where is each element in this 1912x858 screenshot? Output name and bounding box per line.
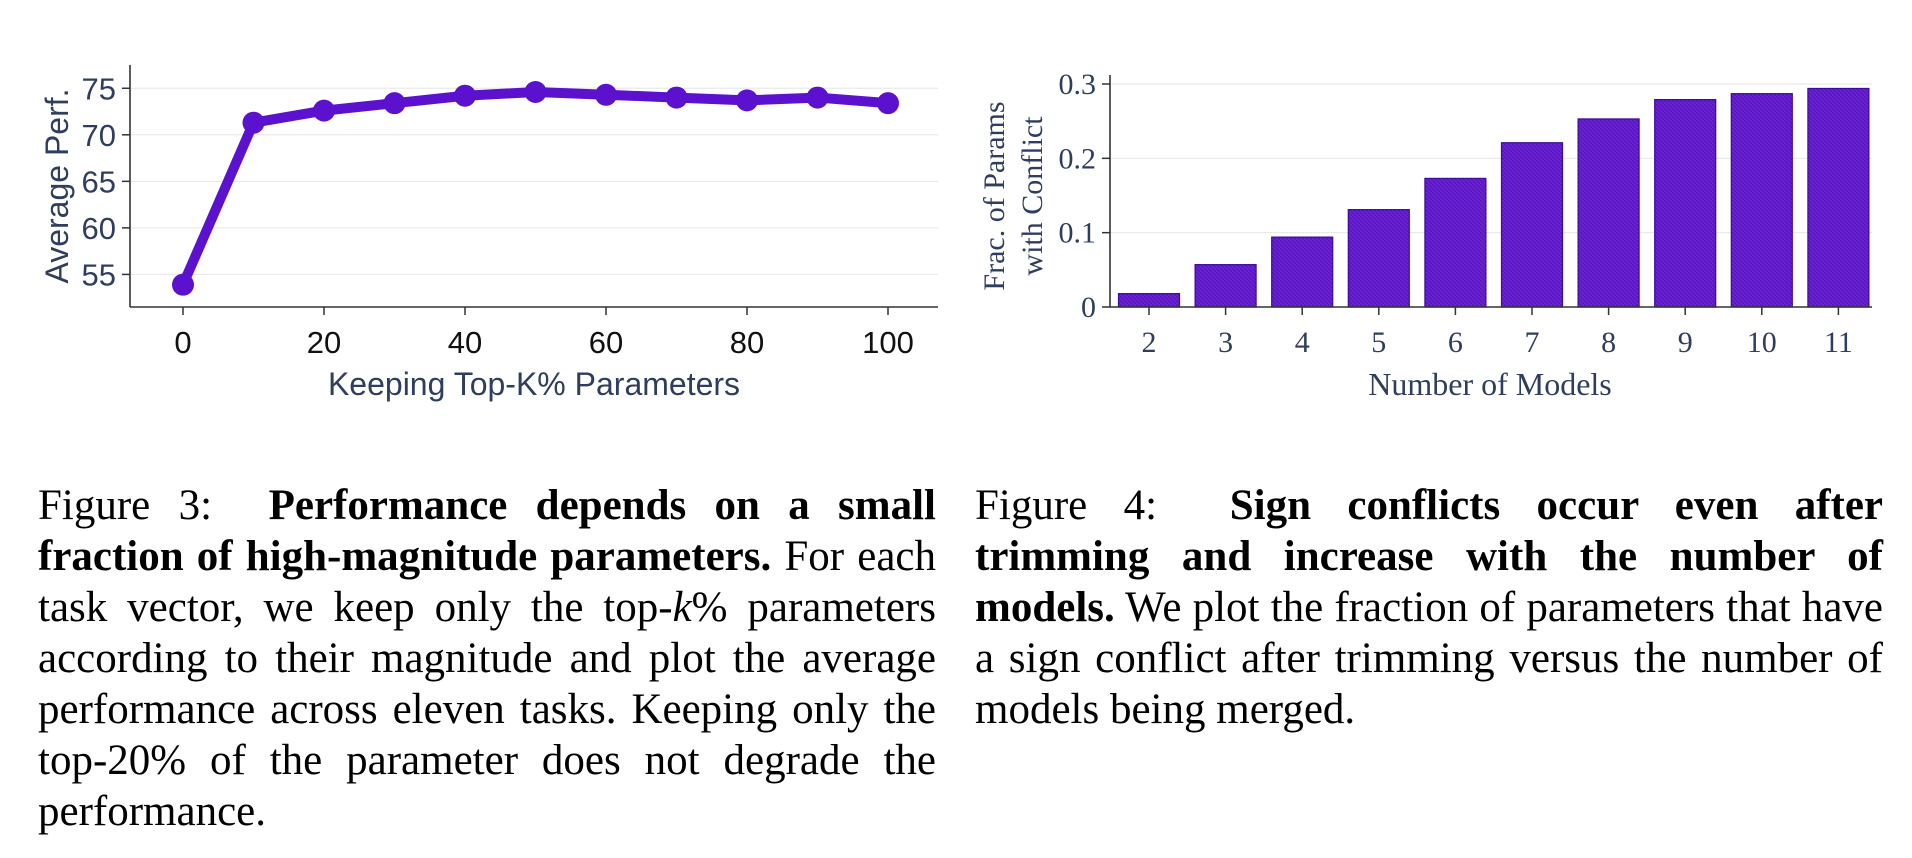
bar-chart-y-tick-label: 0.1 <box>1059 217 1097 250</box>
line-chart-y-label: Average Perf. <box>39 88 75 283</box>
bar-chart-x-tick-label: 2 <box>1142 326 1157 359</box>
figure-3-text-part1: For each task vector, we keep only the t… <box>38 533 936 631</box>
figure-4-caption: Figure 4: Sign conflicts occur even afte… <box>975 480 1883 735</box>
performance-data-point <box>665 86 688 109</box>
line-chart-x-label: Keeping Top-K% Parameters <box>328 366 740 402</box>
performance-data-point <box>313 99 335 122</box>
conflict-bar <box>1194 264 1257 308</box>
figure-3-k-symbol: k <box>672 584 692 631</box>
bar-chart-x-tick-label: 8 <box>1601 326 1616 359</box>
line-chart-y-tick-label: 75 <box>82 71 116 106</box>
figure-4-bold-summary: Sign conflicts occur even after trimming… <box>975 482 1884 631</box>
bar-chart-y-tick-label: 0.3 <box>1059 68 1097 101</box>
performance-data-point <box>242 111 265 134</box>
bar-chart-x-tick-label: 9 <box>1678 326 1693 359</box>
bar-chart-x-tick-label: 6 <box>1448 326 1463 359</box>
line-chart-x-tick-label: 100 <box>862 325 914 360</box>
bar-chart-x-tick-label: 11 <box>1824 326 1853 359</box>
performance-data-point <box>736 89 758 112</box>
bar-chart-x-tick-label: 5 <box>1371 326 1386 359</box>
performance-series-points <box>172 80 899 296</box>
figure-4-label: Figure 4: <box>975 482 1158 529</box>
line-chart-x-tick-label: 20 <box>307 325 341 360</box>
bar-chart-x-ticks: 2 3 4 5 6 7 8 9 10 11 <box>1142 307 1853 359</box>
bar-chart-x-tick-label: 10 <box>1747 326 1777 359</box>
bar-chart-y-label-line2: with Conflict <box>1016 116 1049 276</box>
figure-3-bold-summary: Performance depends on a small fraction … <box>38 482 937 580</box>
performance-data-point <box>383 92 406 115</box>
line-chart-x-tick-label: 40 <box>448 325 482 360</box>
performance-data-point <box>595 83 617 106</box>
performance-data-point <box>454 84 476 107</box>
performance-data-point <box>806 86 829 109</box>
conflict-bar <box>1424 177 1487 308</box>
bar-chart-x-tick-label: 4 <box>1295 326 1310 359</box>
figure-3-text-part2: % parameters according to their magnitud… <box>38 584 936 835</box>
bar-chart-y-tick-label: 0.2 <box>1059 142 1097 175</box>
figure-3-label: Figure 3: <box>38 482 213 529</box>
bar-chart-x-tick-label: 3 <box>1218 326 1233 359</box>
conflict-bar <box>1500 142 1564 308</box>
bar-chart-y-tick-label: 0 <box>1081 291 1096 324</box>
figure-3-caption: Figure 3: Performance depends on a small… <box>38 480 936 837</box>
line-chart-y-ticks: 55 60 65 70 75 <box>82 71 130 292</box>
performance-series-line <box>178 86 893 290</box>
conflict-bar <box>1117 293 1181 308</box>
line-chart-y-tick-label: 60 <box>82 211 116 246</box>
line-chart-x-tick-label: 80 <box>730 325 764 360</box>
performance-data-point <box>524 80 547 103</box>
line-chart-y-tick-label: 55 <box>82 257 116 292</box>
performance-data-point <box>172 273 194 296</box>
performance-line-chart: 55 60 65 70 75 0 20 40 60 80 100 Keeping Top-K% P… <box>39 65 938 402</box>
conflict-bar <box>1271 236 1334 308</box>
performance-data-point <box>877 92 899 115</box>
line-chart-x-tick-label: 60 <box>589 325 623 360</box>
bar-chart-x-label: Number of Models <box>1368 366 1612 402</box>
conflict-bar <box>1730 93 1793 308</box>
line-chart-x-tick-label: 0 <box>174 325 191 360</box>
conflict-bar <box>1654 99 1717 308</box>
line-chart-y-tick-label: 65 <box>82 164 116 199</box>
bar-chart-y-label-line1: Frac. of Params <box>978 101 1011 290</box>
line-chart-x-ticks: 0 20 40 60 80 100 <box>174 307 914 360</box>
bar-chart-y-ticks: 0 0.1 0.2 0.3 <box>1059 68 1110 324</box>
bar-chart-x-tick-label: 7 <box>1525 326 1540 359</box>
conflict-bar <box>1347 209 1410 308</box>
bar-chart-bars <box>1117 87 1870 308</box>
sign-conflict-bar-chart: 0 0.1 0.2 0.3 2 3 4 5 6 7 8 9 10 11 Number of Models… <box>978 68 1872 402</box>
figure-4-text: We plot the fraction of parameters that … <box>975 584 1883 733</box>
conflict-bar <box>1807 87 1870 308</box>
line-chart-y-tick-label: 70 <box>82 118 116 153</box>
conflict-bar <box>1577 118 1640 308</box>
